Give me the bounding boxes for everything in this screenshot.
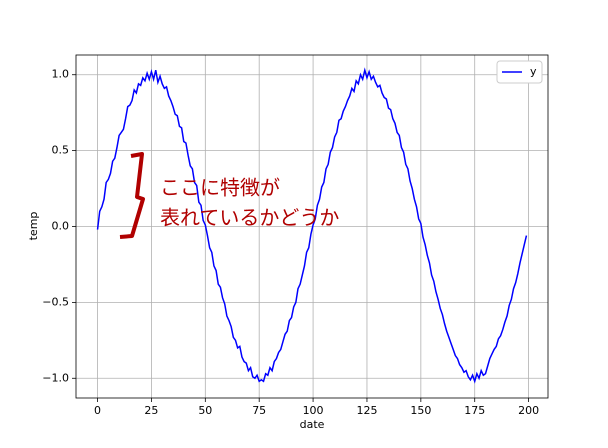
legend-label: y	[530, 65, 537, 78]
y-tick-label: −1.0	[42, 371, 69, 384]
y-axis-label: temp	[27, 212, 40, 241]
x-tick-label: 175	[464, 404, 485, 417]
y-tick-label: −0.5	[42, 295, 69, 308]
y-tick-label: 0.5	[52, 144, 70, 157]
x-tick-label: 100	[303, 404, 324, 417]
x-axis-label: date	[300, 418, 325, 431]
x-tick-label: 75	[252, 404, 266, 417]
x-tick-label: 125	[356, 404, 377, 417]
x-tick-label: 0	[94, 404, 101, 417]
y-tick-label: 0.0	[52, 220, 70, 233]
y-tick-label: 1.0	[52, 68, 70, 81]
x-tick-label: 25	[144, 404, 158, 417]
data-line	[96, 67, 528, 384]
annotation-line: ここに特徴が	[160, 176, 280, 200]
x-tick-label: 150	[410, 404, 431, 417]
x-tick-label: 200	[518, 404, 539, 417]
annotation-line: 表れているかどうか	[160, 206, 339, 230]
legend: y	[496, 60, 543, 84]
x-tick-label: 50	[198, 404, 212, 417]
annotation-bracket	[119, 152, 145, 239]
